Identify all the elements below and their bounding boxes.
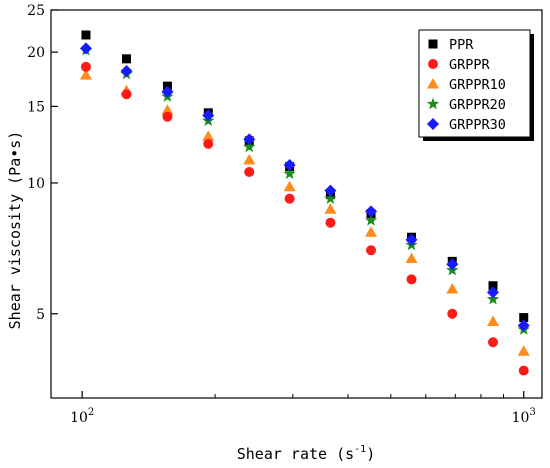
data-point [487, 286, 500, 299]
legend-label: GRPPR30 [449, 117, 506, 133]
data-point [405, 252, 418, 264]
data-point [283, 167, 296, 179]
data-point [121, 54, 131, 64]
data-point [488, 337, 499, 348]
legend-marker [428, 59, 438, 69]
data-point [446, 258, 459, 271]
data-point [366, 245, 377, 256]
x-axis-title: Shear rate (s-1) [237, 444, 375, 463]
data-point [81, 30, 91, 40]
x-axis-title-close: ) [366, 445, 375, 463]
data-point [517, 345, 530, 356]
legend-label: GRPPR [449, 57, 491, 73]
legend-label: GRPPR10 [449, 77, 506, 93]
y-tick-label: 10 [27, 176, 45, 192]
data-point [487, 315, 500, 326]
data-point [364, 213, 378, 226]
series-grppr10 [79, 69, 530, 356]
legend-label: GRPPR20 [449, 97, 506, 113]
data-point [161, 104, 174, 115]
x-tick-exponent: 3 [529, 407, 535, 418]
data-point [244, 166, 255, 177]
legend-item: GRPPR20 [426, 97, 506, 113]
data-point [486, 292, 500, 305]
data-point [365, 205, 378, 218]
legend-item: GRPPR10 [427, 77, 506, 93]
data-point [518, 365, 529, 376]
x-axis-title-superscript: -1 [354, 444, 366, 455]
data-point [324, 184, 337, 197]
data-point [405, 233, 418, 246]
data-marks [79, 30, 530, 376]
y-tick-label: 20 [27, 45, 45, 61]
legend-marker [427, 118, 439, 130]
x-tick-exponent: 2 [88, 407, 94, 418]
y-axis-title: Shear viscosity (Pa•s) [6, 131, 24, 330]
data-point [202, 130, 215, 141]
data-point [283, 180, 296, 192]
y-tick-label: 25 [27, 3, 45, 19]
x-tick-base: 10 [70, 410, 88, 426]
data-point [202, 109, 215, 122]
legend-item: PPR [428, 37, 474, 53]
data-point [325, 217, 336, 228]
data-point [243, 140, 256, 153]
data-point [243, 133, 256, 146]
data-point [284, 193, 295, 204]
y-tick-label: 5 [36, 307, 45, 323]
data-point [519, 313, 529, 323]
data-point [488, 281, 498, 291]
data-point [517, 319, 530, 332]
data-point [79, 42, 92, 55]
data-point [446, 283, 459, 294]
data-point [406, 274, 417, 285]
legend-item: GRPPR30 [427, 117, 506, 133]
data-point [162, 111, 173, 122]
data-point [283, 158, 296, 171]
x-axis-title-text: Shear rate (s [237, 445, 354, 463]
data-point [365, 226, 378, 237]
data-point [161, 85, 174, 98]
data-point [324, 192, 337, 204]
data-point [79, 69, 92, 80]
legend-marker [428, 39, 438, 49]
data-point [203, 138, 214, 149]
data-point [447, 308, 458, 319]
data-point [80, 61, 91, 72]
legend-item: GRPPR [428, 57, 491, 73]
y-tick-label: 15 [27, 99, 45, 115]
series-grppr30 [79, 42, 530, 332]
data-point [121, 89, 132, 100]
legend-marker [426, 97, 440, 110]
legend-label: PPR [449, 37, 474, 53]
data-point [324, 203, 337, 214]
x-tick-base: 10 [512, 410, 530, 426]
data-point [120, 64, 133, 77]
x-tick-label: 103 [512, 407, 536, 426]
series-grppr [80, 61, 529, 376]
legend-marker [427, 78, 439, 89]
data-point [243, 153, 256, 165]
legend: PPR GRPPR GRPPR10 GRPPR20 GRPPR30 [418, 29, 534, 141]
x-tick-label: 102 [70, 407, 94, 426]
